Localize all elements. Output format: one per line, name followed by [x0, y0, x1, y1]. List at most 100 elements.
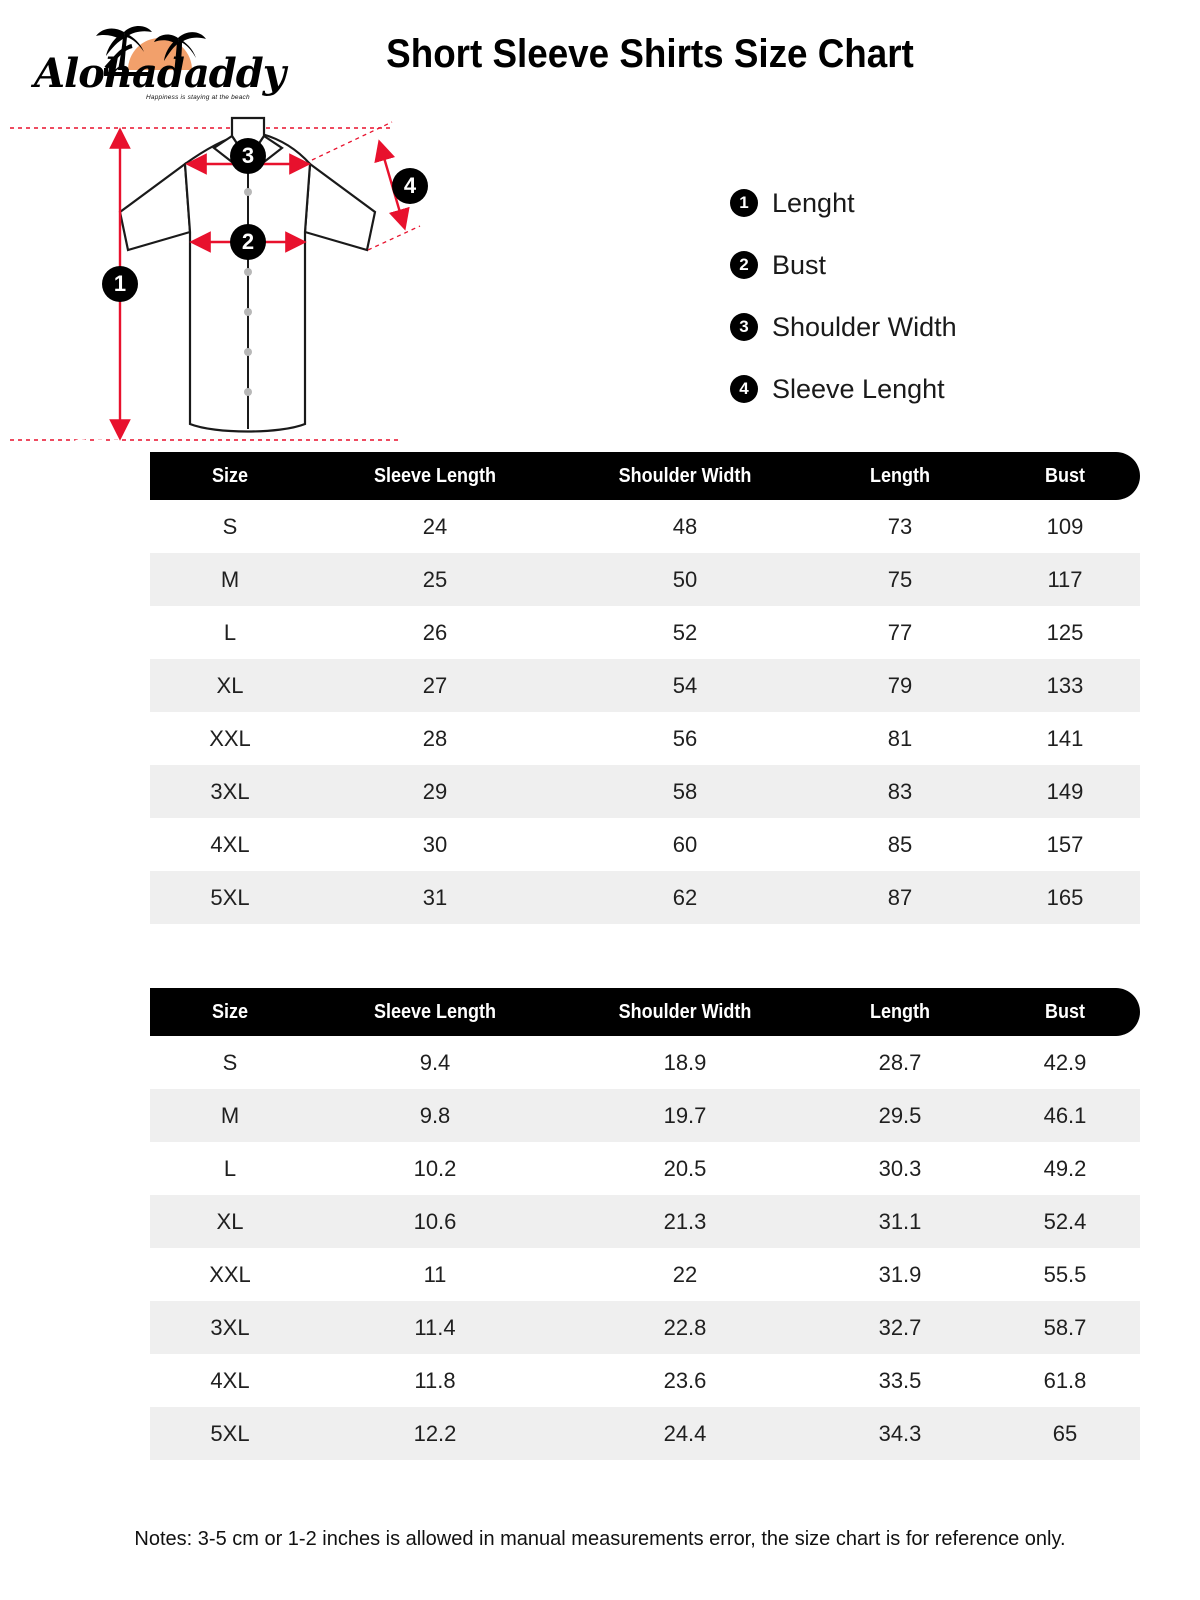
shirt-measurement-diagram: 1 2 3 4: [0, 104, 700, 454]
cell-bust: 55.5: [1043, 1261, 1087, 1287]
cell-shoulder-width: 62: [672, 884, 698, 910]
column-header-bust: Bust: [1044, 1000, 1085, 1023]
cell-size: S: [222, 1049, 238, 1075]
diagram-marker-shoulder: 3: [230, 138, 266, 174]
cell-shoulder-width: 60: [672, 831, 698, 857]
cell-sleeve-length: 12.2: [413, 1420, 457, 1446]
column-header-length: Length: [870, 464, 930, 487]
cell-bust: 61.8: [1043, 1367, 1087, 1393]
cell-sleeve-length: 26: [422, 619, 448, 645]
measurement-legend: 1 Lenght 2 Bust 3 Shoulder Width 4 Sleev…: [730, 172, 957, 420]
cell-shoulder-width: 48: [672, 513, 698, 539]
cell-length: 28.7: [878, 1049, 922, 1075]
cell-bust: 133: [1046, 672, 1084, 698]
cell-shoulder-width: 21.3: [663, 1208, 707, 1234]
legend-label-bust: Bust: [772, 249, 827, 280]
cell-size: XXL: [209, 1261, 251, 1287]
cell-bust: 117: [1047, 566, 1083, 592]
cell-size: XXL: [209, 725, 251, 751]
cell-bust: 52.4: [1043, 1208, 1087, 1234]
brand-logo: Alohadaddy Happiness is staying at the b…: [28, 8, 286, 108]
cell-size: 5XL: [210, 884, 250, 910]
cell-length: 75: [887, 566, 913, 592]
cell-size: 4XL: [210, 1367, 250, 1393]
cell-size: 5XL: [210, 1420, 250, 1446]
cell-shoulder-width: 22: [672, 1261, 698, 1287]
cell-length: 32.7: [878, 1314, 922, 1340]
cell-bust: 165: [1046, 884, 1084, 910]
cell-length: 83: [887, 778, 913, 804]
cell-sleeve-length: 29: [422, 778, 448, 804]
page-title: Short Sleeve Shirts Size Chart: [386, 32, 914, 76]
cell-size: 4XL: [210, 831, 250, 857]
cell-sleeve-length: 9.8: [419, 1102, 451, 1128]
diagram-marker-length: 1: [102, 266, 138, 302]
table-row: S 24 48 73 109: [150, 500, 1140, 553]
diagram-marker-sleeve: 4: [392, 168, 428, 204]
cell-sleeve-length: 10.6: [413, 1208, 457, 1234]
table-row: L 10.2 20.5 30.3 49.2: [150, 1142, 1140, 1195]
cell-shoulder-width: 18.9: [663, 1049, 707, 1075]
size-table-inch-grid: Size Sleeve Length Shoulder Width Length…: [150, 988, 1140, 1460]
cell-size: XL: [216, 672, 244, 698]
logo-wordmark: Alohadaddy: [34, 50, 286, 97]
table-header-row: Size Sleeve Length Shoulder Width Length…: [150, 988, 1140, 1036]
cell-sleeve-length: 25: [422, 566, 448, 592]
table-row: M 9.8 19.7 29.5 46.1: [150, 1089, 1140, 1142]
legend-label-length: Lenght: [772, 187, 855, 218]
cell-shoulder-width: 58: [672, 778, 698, 804]
legend-item-bust: 2 Bust: [730, 234, 957, 296]
cell-bust: 65: [1052, 1420, 1078, 1446]
table-row: 5XL 12.2 24.4 34.3 65: [150, 1407, 1140, 1460]
table-row: 4XL 11.8 23.6 33.5 61.8: [150, 1354, 1140, 1407]
legend-badge-3: 3: [730, 313, 758, 341]
cell-sleeve-length: 11: [423, 1261, 447, 1287]
cell-sleeve-length: 9.4: [419, 1049, 451, 1075]
table-row: XL 27 54 79 133: [150, 659, 1140, 712]
cell-sleeve-length: 10.2: [413, 1155, 457, 1181]
cell-length: 33.5: [878, 1367, 922, 1393]
palm-tree-icon: [96, 26, 152, 70]
column-header-size: Size: [211, 464, 249, 487]
cell-length: 79: [887, 672, 913, 698]
cell-bust: 125: [1046, 619, 1084, 645]
cell-bust: 58.7: [1043, 1314, 1087, 1340]
legend-label-sleeve-length: Sleeve Lenght: [772, 373, 945, 404]
cell-length: 31.1: [878, 1208, 922, 1234]
marker-sleeve-label: 4: [404, 173, 417, 198]
table-row: L 26 52 77 125: [150, 606, 1140, 659]
cell-length: 73: [887, 513, 913, 539]
marker-length-label: 1: [114, 271, 126, 296]
column-header-shoulder-width: Shoulder Width: [618, 1000, 752, 1023]
cell-length: 30.3: [878, 1155, 922, 1181]
cell-length: 77: [887, 619, 913, 645]
cell-length: 87: [887, 884, 913, 910]
cell-shoulder-width: 56: [672, 725, 698, 751]
legend-label-shoulder-width: Shoulder Width: [772, 311, 957, 342]
unit-label-inch: INCH: [53, 969, 137, 1006]
cell-size: M: [220, 566, 240, 592]
cell-shoulder-width: 24.4: [663, 1420, 707, 1446]
cell-length: 31.9: [878, 1261, 922, 1287]
cell-bust: 42.9: [1043, 1049, 1087, 1075]
cell-sleeve-length: 11.8: [414, 1367, 456, 1393]
column-header-size: Size: [211, 1000, 249, 1023]
cell-shoulder-width: 19.7: [663, 1102, 707, 1128]
legend-item-length: 1 Lenght: [730, 172, 957, 234]
cell-shoulder-width: 50: [672, 566, 698, 592]
footer-note: Notes: 3-5 cm or 1-2 inches is allowed i…: [134, 1528, 1066, 1550]
page-header: Alohadaddy Happiness is staying at the b…: [0, 0, 1200, 112]
cell-size: 3XL: [210, 1314, 250, 1340]
table-header-row: Size Sleeve Length Shoulder Width Length…: [150, 452, 1140, 500]
table-row: 5XL 31 62 87 165: [150, 871, 1140, 924]
cell-size: S: [222, 513, 238, 539]
sleeve-arrow: [374, 139, 410, 231]
table-row: 3XL 29 58 83 149: [150, 765, 1140, 818]
cell-size: L: [223, 619, 237, 645]
cell-length: 34.3: [878, 1420, 922, 1446]
table-row: XXL 11 22 31.9 55.5: [150, 1248, 1140, 1301]
cell-shoulder-width: 23.6: [663, 1367, 707, 1393]
table-row: 3XL 11.4 22.8 32.7 58.7: [150, 1301, 1140, 1354]
cell-size: XL: [216, 1208, 244, 1234]
